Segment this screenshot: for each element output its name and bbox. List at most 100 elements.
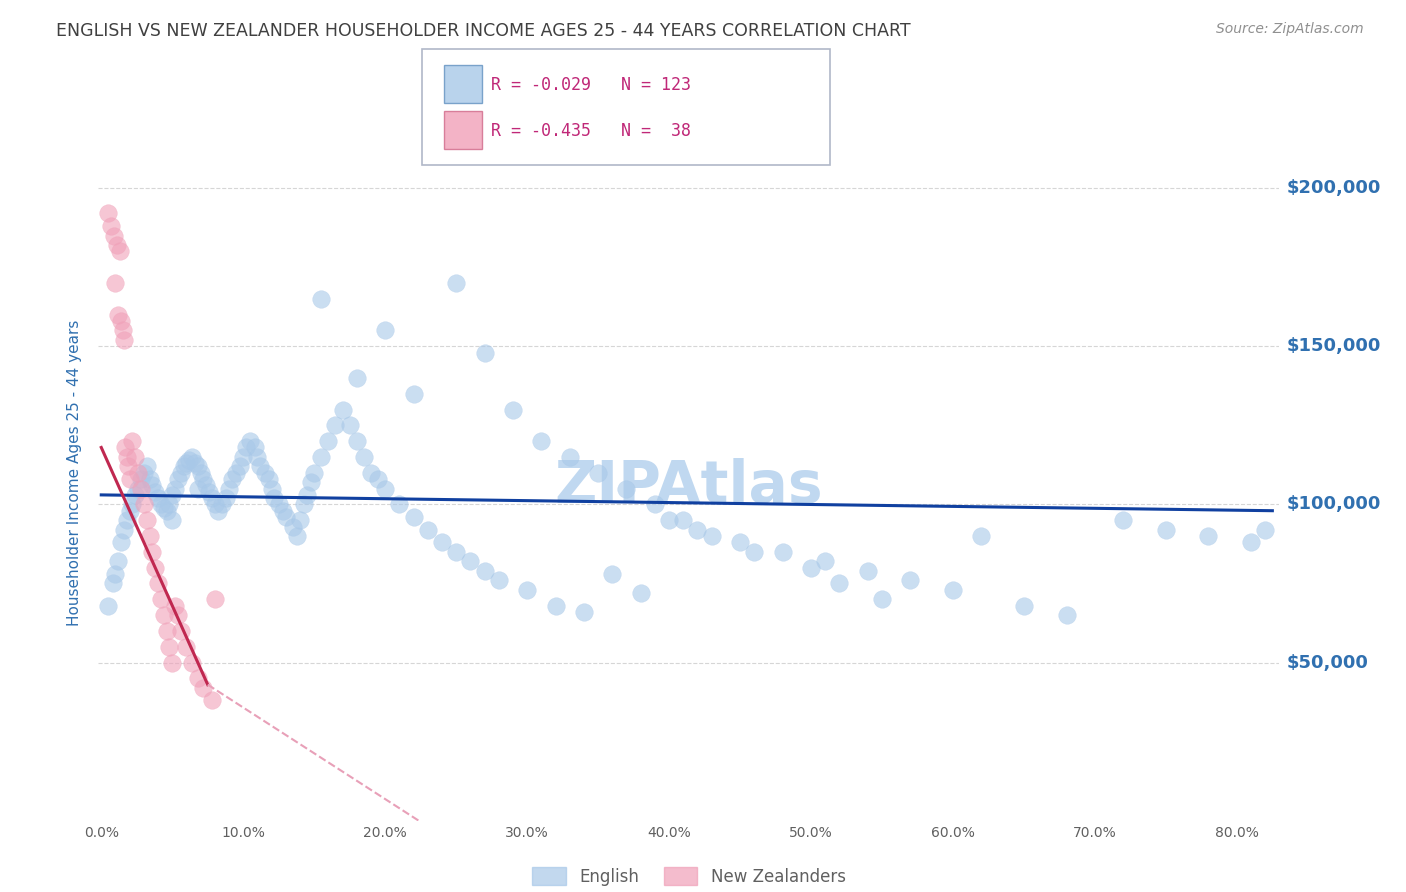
- Point: [193, 681, 215, 695]
- Point: [155, 504, 177, 518]
- Text: Source: ZipAtlas.com: Source: ZipAtlas.com: [1216, 22, 1364, 37]
- Point: [644, 497, 666, 511]
- Point: [353, 450, 375, 464]
- Point: [143, 484, 166, 499]
- Point: [167, 608, 190, 623]
- Point: [1198, 529, 1220, 543]
- Point: [460, 554, 482, 568]
- Point: [586, 466, 609, 480]
- Point: [129, 482, 152, 496]
- Point: [211, 497, 233, 511]
- Point: [374, 323, 396, 337]
- Point: [201, 491, 224, 505]
- Point: [516, 582, 538, 597]
- Point: [146, 576, 169, 591]
- Point: [110, 535, 132, 549]
- Point: [187, 459, 209, 474]
- Point: [388, 497, 411, 511]
- Point: [339, 418, 361, 433]
- Point: [138, 529, 160, 543]
- Point: [444, 276, 467, 290]
- Point: [127, 466, 149, 480]
- Point: [111, 323, 134, 337]
- Point: [162, 656, 183, 670]
- Point: [444, 545, 467, 559]
- Point: [474, 564, 496, 578]
- Point: [686, 523, 709, 537]
- Point: [249, 459, 271, 474]
- Point: [302, 466, 325, 480]
- Point: [263, 491, 285, 505]
- Text: $200,000: $200,000: [1286, 179, 1381, 197]
- Point: [260, 482, 283, 496]
- Point: [115, 450, 138, 464]
- Point: [898, 574, 921, 588]
- Point: [229, 459, 252, 474]
- Point: [367, 472, 389, 486]
- Point: [107, 554, 129, 568]
- Point: [1056, 608, 1078, 623]
- Point: [115, 513, 138, 527]
- Point: [488, 574, 510, 588]
- Point: [112, 333, 135, 347]
- Point: [311, 450, 333, 464]
- Point: [235, 441, 257, 455]
- Point: [856, 564, 879, 578]
- Point: [658, 513, 681, 527]
- Point: [700, 529, 723, 543]
- Point: [138, 472, 160, 486]
- Point: [360, 466, 382, 480]
- Point: [1012, 599, 1035, 613]
- Point: [221, 472, 243, 486]
- Point: [1240, 535, 1263, 549]
- Point: [870, 592, 893, 607]
- Point: [402, 510, 425, 524]
- Point: [416, 523, 439, 537]
- Point: [157, 640, 180, 654]
- Point: [530, 434, 553, 449]
- Point: [616, 482, 638, 496]
- Point: [346, 371, 368, 385]
- Point: [105, 238, 128, 252]
- Point: [157, 497, 180, 511]
- Point: [190, 466, 212, 480]
- Point: [800, 560, 823, 574]
- Point: [1254, 523, 1277, 537]
- Point: [129, 472, 152, 486]
- Point: [502, 402, 524, 417]
- Point: [124, 488, 146, 502]
- Point: [558, 450, 581, 464]
- Point: [179, 453, 201, 467]
- Point: [162, 488, 183, 502]
- Point: [672, 513, 695, 527]
- Point: [630, 586, 652, 600]
- Point: [814, 554, 837, 568]
- Point: [292, 497, 315, 511]
- Point: [253, 466, 276, 480]
- Point: [187, 671, 209, 685]
- Legend: English, New Zealanders: English, New Zealanders: [526, 861, 852, 892]
- Point: [742, 545, 765, 559]
- Text: $150,000: $150,000: [1286, 337, 1381, 355]
- Point: [149, 497, 172, 511]
- Point: [828, 576, 851, 591]
- Point: [402, 386, 425, 401]
- Point: [181, 656, 204, 670]
- Point: [281, 519, 304, 533]
- Point: [325, 418, 347, 433]
- Point: [135, 513, 157, 527]
- Point: [243, 441, 266, 455]
- Text: R = -0.029   N = 123: R = -0.029 N = 123: [491, 76, 690, 94]
- Point: [225, 466, 247, 480]
- Point: [474, 345, 496, 359]
- Point: [170, 466, 193, 480]
- Point: [176, 456, 198, 470]
- Point: [218, 482, 240, 496]
- Point: [299, 475, 322, 490]
- Point: [117, 459, 139, 474]
- Point: [195, 478, 218, 492]
- Text: $50,000: $50,000: [1286, 654, 1368, 672]
- Point: [162, 513, 183, 527]
- Point: [318, 434, 340, 449]
- Point: [167, 472, 190, 486]
